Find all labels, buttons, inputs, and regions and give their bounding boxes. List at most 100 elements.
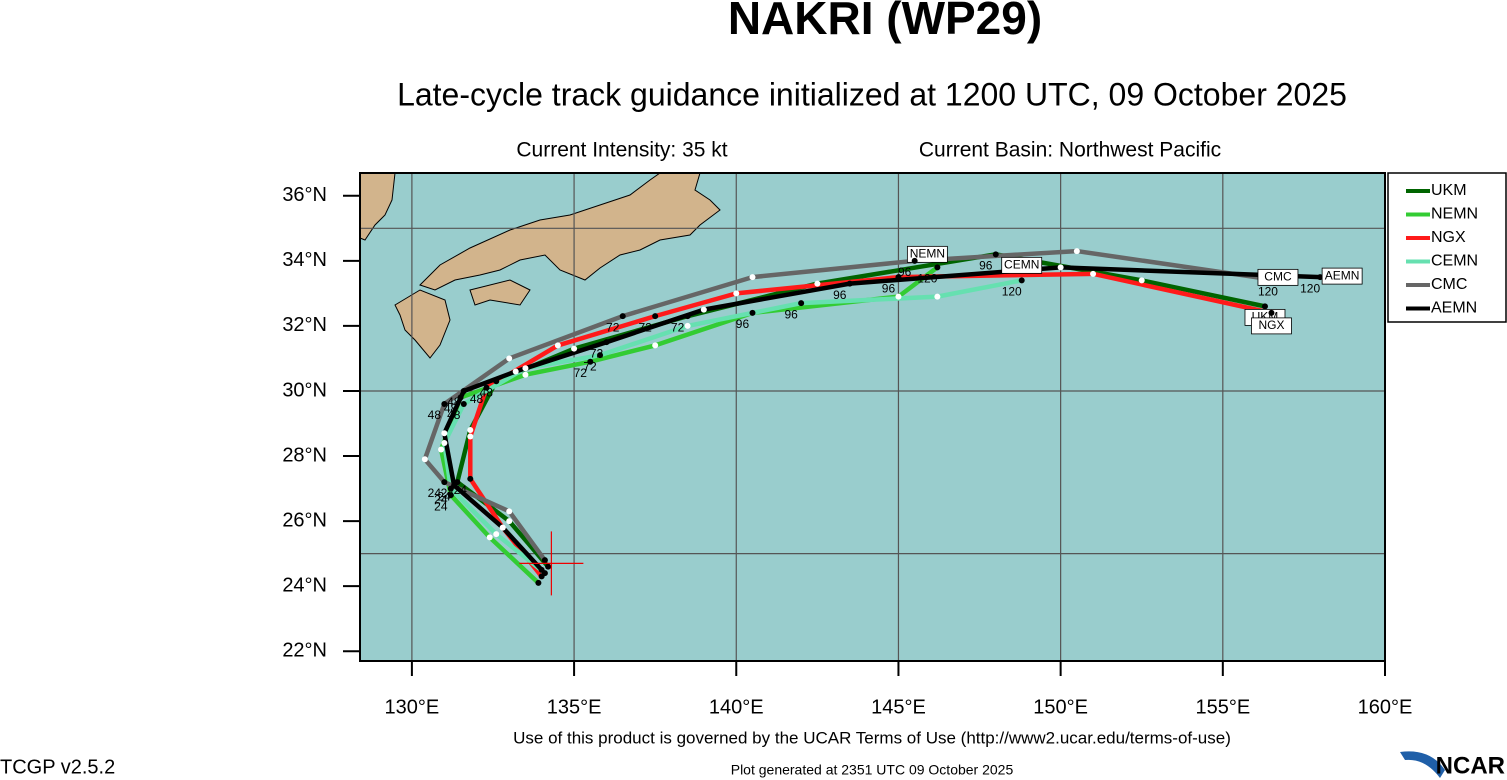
chart-title: NAKRI (WP29)	[728, 0, 1042, 44]
track-point	[846, 280, 853, 287]
end-label: CMC	[1264, 270, 1292, 284]
hour-label: 96	[736, 317, 750, 331]
version: TCGP v2.5.2	[0, 756, 115, 778]
track-point	[733, 290, 740, 297]
track-point	[814, 280, 821, 287]
hour-label: 96	[882, 281, 896, 295]
hour-label: 24	[434, 493, 448, 507]
track-point	[421, 456, 428, 463]
land-honshu	[419, 172, 721, 291]
legend-label: NEMN	[1431, 206, 1478, 223]
track-point	[483, 384, 490, 391]
legend-label: UKM	[1431, 182, 1467, 199]
track-point	[934, 293, 941, 300]
track-point	[895, 293, 902, 300]
y-tick-label: 32°N	[282, 314, 327, 336]
logo: NCAR	[1436, 752, 1505, 779]
track-point	[1018, 277, 1025, 284]
track-point	[447, 492, 454, 499]
track-point	[554, 342, 561, 349]
end-label-box	[906, 245, 948, 263]
end-label: AEMN	[1325, 268, 1360, 282]
track-point	[460, 387, 467, 394]
hour-label: 24	[434, 499, 448, 513]
track-point	[457, 394, 464, 401]
hour-label: 48	[428, 408, 442, 422]
track-point	[467, 427, 474, 434]
chart-subtitle: Late-cycle track guidance initialized at…	[397, 76, 1347, 112]
end-label: CEMN	[1004, 258, 1039, 272]
legend-label: NGX	[1431, 229, 1466, 246]
legend-label: CEMN	[1431, 253, 1478, 270]
hour-label: 96	[784, 307, 798, 321]
x-tick-label: 130°E	[385, 696, 440, 718]
plot: 24487296120UKM24487296120NEMN24487296120…	[360, 173, 1385, 661]
basin: Current Basin: Northwest Pacific	[919, 139, 1221, 162]
y-tick-label: 36°N	[282, 184, 327, 206]
legend-label: CMC	[1431, 276, 1467, 293]
track-point	[1317, 274, 1324, 281]
legend-box	[1387, 172, 1507, 323]
track-point	[798, 300, 805, 307]
hour-label: 24	[437, 489, 451, 503]
track-point	[1138, 277, 1145, 284]
track-point	[1090, 270, 1097, 277]
track-point	[597, 352, 604, 359]
track-point	[451, 482, 458, 489]
track-point	[522, 365, 529, 372]
track-point	[522, 371, 529, 378]
track-point	[619, 313, 626, 320]
track-point	[441, 440, 448, 447]
y-tick-label: 24°N	[282, 574, 327, 596]
terms: Use of this product is governed by the U…	[513, 728, 1231, 747]
hour-label: 120	[1300, 281, 1320, 295]
hour-label: 48	[447, 395, 461, 409]
track-point	[1057, 264, 1064, 271]
track-point	[934, 264, 941, 271]
logo-swoosh	[1400, 751, 1445, 778]
land-shikoku	[469, 279, 531, 306]
x-tick-label: 160°E	[1358, 696, 1413, 718]
x-tick-label: 135°E	[547, 696, 602, 718]
hour-label: 120	[1002, 285, 1022, 299]
end-label-box	[1257, 268, 1299, 286]
track-point	[441, 400, 448, 407]
track-point	[499, 524, 506, 531]
x-tick-label: 155°E	[1195, 696, 1250, 718]
legend-label: AEMN	[1431, 300, 1477, 317]
track-point	[571, 345, 578, 352]
hour-label: 72	[574, 366, 588, 380]
track-point	[535, 579, 542, 586]
track-point	[895, 274, 902, 281]
track-point	[1268, 309, 1275, 316]
track-point	[541, 557, 548, 564]
end-label: NGX	[1258, 318, 1284, 332]
track-point	[493, 531, 500, 538]
track-point	[684, 322, 691, 329]
track-point	[467, 475, 474, 482]
x-tick-label: 150°E	[1033, 696, 1088, 718]
hour-label: 24	[454, 483, 468, 497]
y-tick-label: 28°N	[282, 444, 327, 466]
generated: Plot generated at 2351 UTC 09 October 20…	[731, 762, 1014, 778]
hour-label: 24	[428, 486, 442, 500]
hour-label: 120	[917, 272, 937, 286]
hour-label: 48	[447, 408, 461, 422]
hour-label: 120	[1258, 285, 1278, 299]
track-point	[486, 534, 493, 541]
intensity: Current Intensity: 35 kt	[516, 139, 727, 162]
hour-label: 96	[979, 259, 993, 273]
y-tick-label: 26°N	[282, 509, 327, 531]
end-label-box	[1321, 267, 1363, 285]
track-point	[438, 446, 445, 453]
track-point	[652, 313, 659, 320]
hour-label: 48	[480, 385, 494, 399]
end-label-box	[1001, 256, 1043, 274]
track-point	[506, 518, 513, 525]
track-point	[603, 339, 610, 346]
track-point	[493, 378, 500, 385]
track-point	[911, 257, 918, 264]
track-point	[506, 508, 513, 515]
